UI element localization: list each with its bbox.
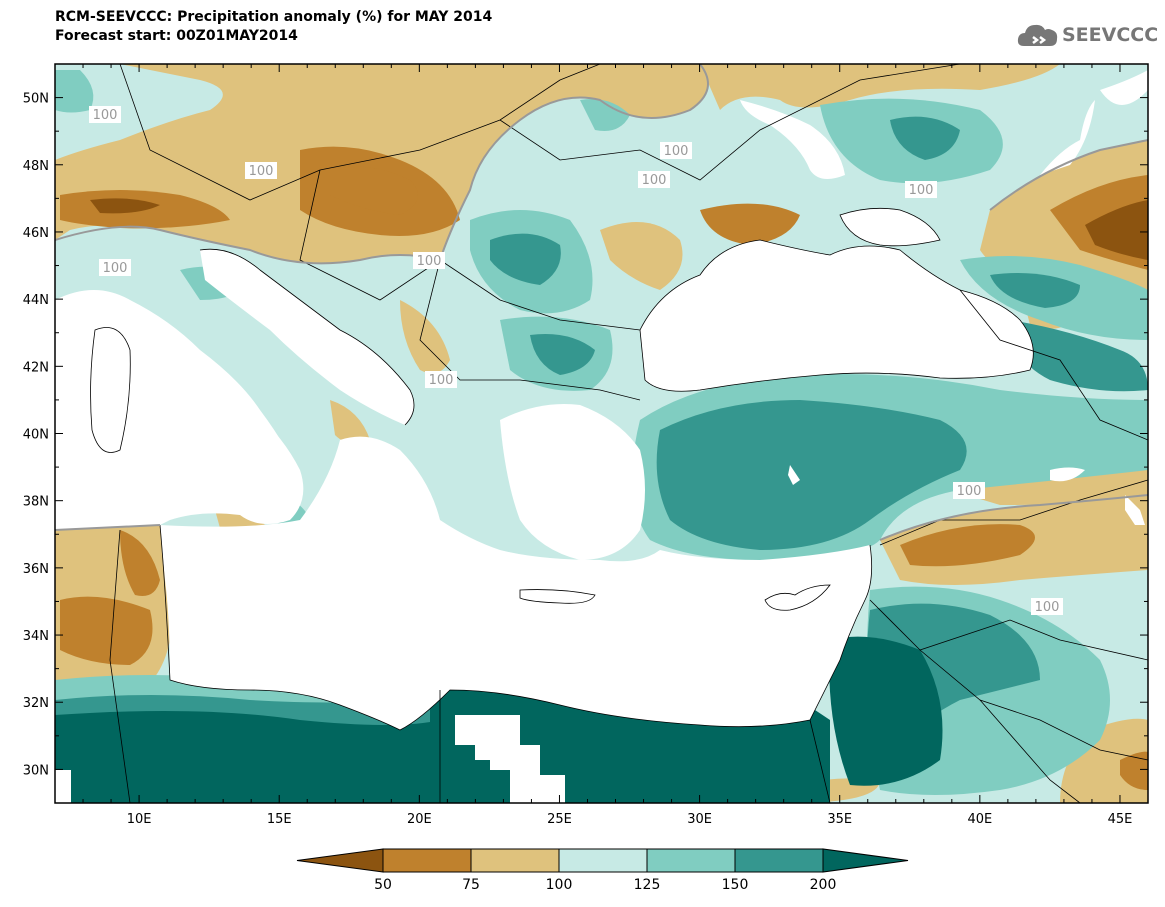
coastlines-borders — [90, 64, 1148, 803]
colorbar-low-triangle — [296, 848, 384, 873]
axes: 50N 48N 46N 44N 42N 40N 38N 36N 34N 32N 30N 10E 15E 2… — [23, 64, 1148, 827]
colorbar: 50 75 100 125 150 200 — [296, 848, 909, 893]
colorbar-segment — [470, 848, 560, 873]
lon-tick-label: 25E — [547, 812, 572, 827]
title-block: RCM-SEEVCCC: Precipitation anomaly (%) f… — [55, 8, 492, 46]
adriatic-sea — [200, 249, 414, 425]
lake-1 — [740, 100, 845, 179]
lon-tick-label: 40E — [967, 812, 992, 827]
lake-5 — [1125, 495, 1145, 525]
tyrrhenian-sea — [130, 300, 300, 506]
cloud-logo-icon — [1017, 24, 1058, 46]
contour-label: 100 — [249, 164, 274, 179]
caspian-edge — [1100, 70, 1148, 105]
lat-tick-label: 38N — [23, 495, 49, 510]
lat-tick-label: 42N — [23, 360, 49, 375]
azov-sea — [840, 208, 940, 246]
colorbar-segment — [646, 848, 736, 873]
lat-tick-label: 36N — [23, 562, 49, 577]
colorbar-segment — [558, 848, 648, 873]
contour-label: 100 — [417, 254, 442, 269]
colorbar-label: 125 — [634, 877, 661, 893]
contour-labels: 100 100 100 100 100 100 100 100 100 100 — [89, 106, 1063, 615]
contour-label: 100 — [642, 173, 667, 188]
contour-label: 100 — [664, 144, 689, 159]
seevccc-logo: SEEVCCC — [1016, 20, 1158, 50]
lat-tick-label: 46N — [23, 226, 49, 241]
contour-100 — [55, 64, 1148, 541]
lat-tick-label: 44N — [23, 293, 49, 308]
lat-tick-label: 50N — [23, 92, 49, 107]
wet-regions — [55, 70, 1148, 803]
colorbar-label: 50 — [374, 877, 392, 893]
contour-label: 100 — [103, 261, 128, 276]
colorbar-label: 200 — [810, 877, 837, 893]
lake-3 — [788, 465, 800, 485]
lon-tick-label: 35E — [827, 812, 852, 827]
anomaly-field: 100 100 100 100 100 100 100 100 100 100 — [55, 64, 1148, 803]
colorbar-segment — [382, 848, 472, 873]
lon-tick-label: 45E — [1108, 812, 1133, 827]
contour-label: 100 — [957, 484, 982, 499]
colorbar-label: 150 — [722, 877, 749, 893]
lake-4 — [1050, 467, 1085, 482]
crete — [520, 589, 595, 604]
lon-tick-label: 30E — [687, 812, 712, 827]
missing-data — [455, 715, 565, 803]
lon-tick-label: 20E — [407, 812, 432, 827]
colorbar-label: 100 — [546, 877, 573, 893]
lat-tick-label: 34N — [23, 629, 49, 644]
lake-2 — [1040, 100, 1095, 175]
lat-tick-label: 48N — [23, 159, 49, 174]
colorbar-label: 75 — [462, 877, 480, 893]
forecast-start: Forecast start: 00Z01MAY2014 — [55, 28, 298, 44]
cyprus-sea-mask — [765, 593, 795, 610]
sea-mask — [55, 70, 1148, 803]
lat-tick-label: 40N — [23, 428, 49, 443]
map-title: RCM-SEEVCCC: Precipitation anomaly (%) f… — [55, 9, 493, 25]
contour-label: 100 — [1035, 600, 1060, 615]
missing-data-west — [55, 770, 71, 803]
contour-label: 100 — [909, 183, 934, 198]
lat-tick-label: 32N — [23, 696, 49, 711]
lon-tick-label: 15E — [267, 812, 292, 827]
mediterranean-sea — [55, 290, 872, 730]
contour-label: 100 — [93, 108, 118, 123]
colorbar-high-triangle — [822, 848, 909, 873]
lon-tick-label: 10E — [127, 812, 152, 827]
colorbar-segment — [734, 848, 824, 873]
aegean-sea — [500, 404, 645, 560]
lat-tick-label: 30N — [23, 763, 49, 778]
black-sea — [640, 240, 1034, 392]
contour-label: 100 — [429, 373, 454, 388]
logo-text: SEEVCCC — [1062, 24, 1159, 46]
